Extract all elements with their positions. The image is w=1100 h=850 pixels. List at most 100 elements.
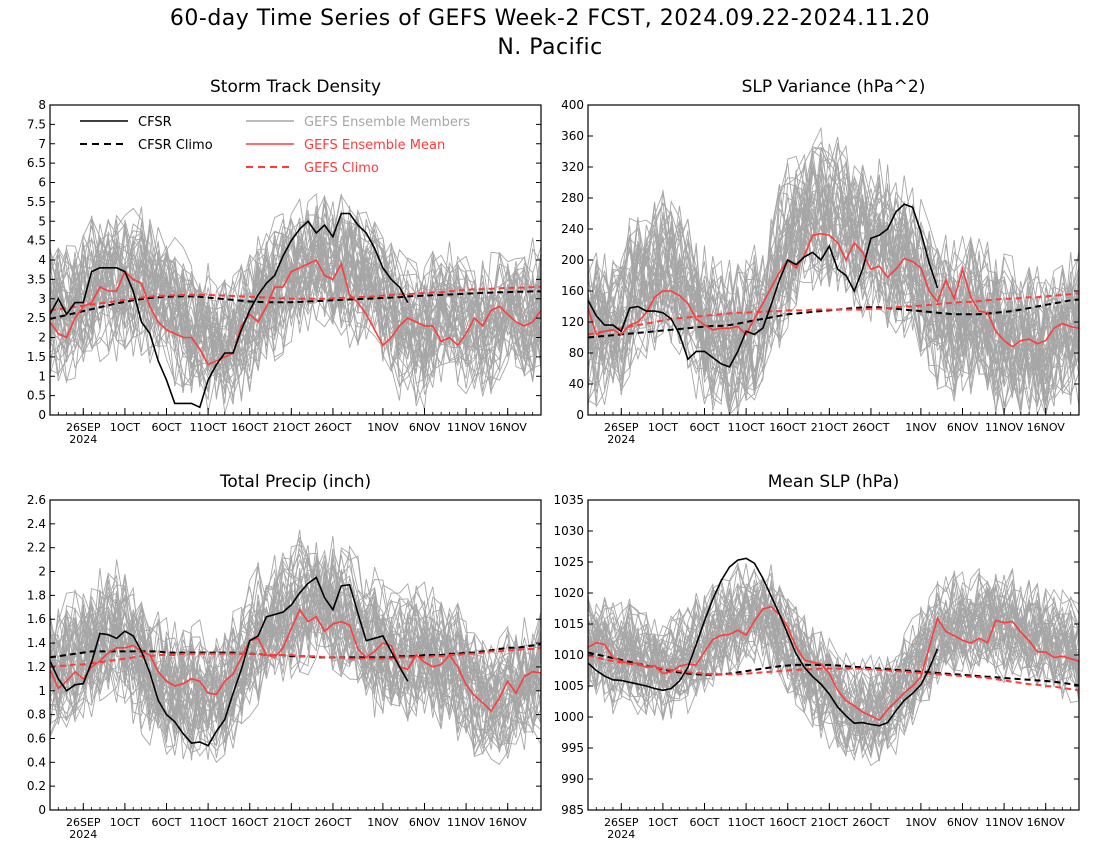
- ensemble-member-line: [50, 570, 541, 758]
- y-tick-label: 240: [561, 222, 584, 236]
- y-tick-label: 2.6: [27, 493, 46, 507]
- plot-frame: [49, 499, 542, 811]
- series-lines: [50, 212, 541, 409]
- ensemble-member-line: [588, 171, 1079, 408]
- series-line-gefs-climo: [50, 285, 541, 312]
- y-tick-label: 1.6: [27, 612, 46, 626]
- y-tick-label: 3: [38, 292, 46, 306]
- x-tick-label: 1OCT: [110, 816, 140, 829]
- y-tick-label: 160: [561, 284, 584, 298]
- chart-total-precip: Total Precip (inch) 0 0.2 0.4 0.6 0.8 1 1.2 1.4 1…: [27, 472, 542, 841]
- series-line-cfsr-climo: [50, 290, 541, 320]
- x-tick-label: 21OCT: [811, 421, 848, 434]
- legend-label: GEFS Ensemble Members: [304, 115, 470, 130]
- series-line-cfsr: [50, 212, 409, 409]
- panel-title: Mean SLP (hPa): [768, 472, 900, 492]
- y-tick-label: 80: [569, 346, 584, 360]
- y-tick-label: 0.5: [27, 389, 46, 403]
- y-tick-label: 7: [38, 137, 46, 151]
- ensemble-member-line: [50, 238, 541, 412]
- x-tick-label: 6NOV: [947, 816, 979, 829]
- y-tick-label: 3.5: [27, 272, 46, 286]
- y-tick-label: 1.8: [27, 588, 46, 602]
- x-tick-label: 26OCT: [314, 421, 351, 434]
- figure-subtitle: N. Pacific: [497, 35, 603, 60]
- x-tick-label: 26OCT: [852, 816, 889, 829]
- ensemble-member-line: [588, 579, 1079, 722]
- y-tick-label: 2.2: [27, 541, 46, 555]
- y-tick-label: 1015: [553, 617, 584, 631]
- ensemble-member-line: [588, 144, 1079, 359]
- series-lines: [588, 557, 1079, 727]
- x-tick-label: 1NOV: [905, 816, 937, 829]
- figure-title: 60-day Time Series of GEFS Week-2 FCST, …: [169, 6, 931, 31]
- x-tick-year-label: 2024: [69, 433, 97, 446]
- x-tick-label: 1OCT: [648, 816, 678, 829]
- y-tick-label: 120: [561, 315, 584, 329]
- series-line-cfsr: [588, 557, 939, 727]
- x-tick-year-label: 2024: [607, 433, 635, 446]
- ensemble-member-line: [588, 613, 1079, 750]
- x-tick-label: 1NOV: [905, 421, 937, 434]
- ensemble-member-line: [588, 578, 1079, 732]
- legend-label: CFSR: [138, 115, 172, 130]
- ensemble-member-line: [588, 170, 1079, 379]
- y-tick-label: 4: [38, 253, 46, 267]
- y-tick-label: 1025: [553, 555, 584, 569]
- series-line-cfsr: [50, 576, 409, 747]
- ensemble-member-line: [50, 194, 541, 358]
- series-line-cfsr-climo: [50, 643, 541, 659]
- y-tick-label: 0.8: [27, 708, 46, 722]
- x-tick-label: 6OCT: [151, 816, 181, 829]
- ensemble-member-line: [588, 143, 1079, 371]
- y-tick-label: 1: [38, 684, 46, 698]
- x-tick-label: 11NOV: [985, 816, 1024, 829]
- ensemble-member-line: [50, 213, 541, 369]
- x-tick-label: 6NOV: [947, 421, 979, 434]
- ensemble-member-line: [50, 217, 541, 382]
- x-tick-label: 21OCT: [273, 816, 310, 829]
- y-tick-label: 1: [38, 369, 46, 383]
- x-tick-label: 16OCT: [769, 816, 806, 829]
- legend-label: GEFS Climo: [304, 161, 379, 176]
- y-tick-label: 1020: [553, 586, 584, 600]
- x-tick-label: 11OCT: [728, 816, 765, 829]
- y-tick-label: 1.2: [27, 660, 46, 674]
- y-tick-label: 6: [38, 176, 46, 190]
- y-tick-label: 5.5: [27, 195, 46, 209]
- series-line-gefs-climo: [588, 292, 1079, 336]
- panel-title: Storm Track Density: [210, 77, 381, 97]
- y-tick-label: 8: [38, 98, 46, 112]
- x-tick-label: 11OCT: [190, 421, 227, 434]
- panel-title: SLP Variance (hPa^2): [742, 77, 926, 97]
- ensemble-member-line: [588, 610, 1079, 767]
- ensemble-member-line: [50, 578, 541, 743]
- series-line-gefs-climo: [588, 654, 1079, 692]
- x-tick-label: 6NOV: [409, 816, 441, 829]
- ensemble-member-line: [588, 589, 1079, 748]
- y-tick-label: 0.2: [27, 779, 46, 793]
- ensemble-member-line: [50, 222, 541, 385]
- x-tick-label: 26SEP: [604, 421, 639, 434]
- x-tick-label: 26SEP: [604, 816, 639, 829]
- y-tick-label: 0: [576, 408, 584, 422]
- chart-mean-slp: Mean SLP (hPa) 985 990 995 1000 1005 1010 1015 1…: [553, 472, 1080, 841]
- y-tick-label: 2: [38, 565, 46, 579]
- ensemble-member-line: [588, 577, 1079, 725]
- x-tick-label: 26SEP: [66, 421, 101, 434]
- x-tick-year-label: 2024: [607, 828, 635, 841]
- legend-label: CFSR Climo: [138, 138, 213, 153]
- series-line-cfsr: [588, 203, 939, 368]
- y-tick-label: 400: [561, 98, 584, 112]
- x-tick-label: 11OCT: [190, 816, 227, 829]
- ensemble-member-line: [588, 182, 1079, 415]
- x-tick-label: 11NOV: [985, 421, 1024, 434]
- series-lines: [50, 576, 541, 747]
- ensemble-member-line: [588, 163, 1079, 395]
- x-tick-label: 1OCT: [110, 421, 140, 434]
- series-line-cfsr-climo: [588, 298, 1079, 339]
- series-line-gefs-ensemble-mean: [588, 605, 1079, 722]
- chart-storm-track-density: Storm Track Density 0 0.5 1 1.5 2 2.5 3 3.5 4 4.5 5…: [27, 77, 542, 446]
- y-tick-label: 1.4: [27, 636, 46, 650]
- x-tick-label: 11NOV: [447, 816, 486, 829]
